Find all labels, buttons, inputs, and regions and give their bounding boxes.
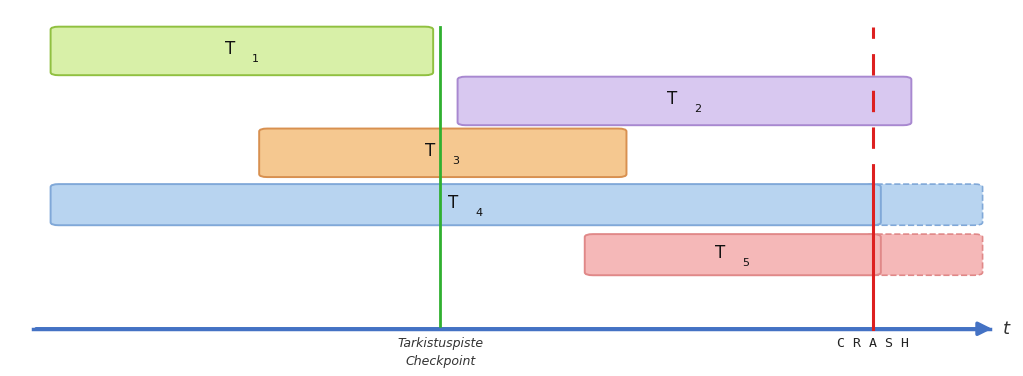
- Text: 4: 4: [476, 208, 483, 218]
- Text: 1: 1: [252, 54, 259, 64]
- FancyBboxPatch shape: [864, 234, 982, 275]
- Text: C R A S H: C R A S H: [837, 337, 908, 350]
- Text: T: T: [715, 244, 725, 262]
- Text: T: T: [667, 91, 677, 108]
- Text: 5: 5: [743, 258, 750, 268]
- Text: Tarkistuspiste: Tarkistuspiste: [397, 337, 483, 350]
- FancyBboxPatch shape: [50, 27, 433, 75]
- Text: T: T: [426, 143, 436, 160]
- FancyBboxPatch shape: [259, 129, 626, 177]
- Text: T: T: [224, 41, 235, 58]
- Text: T: T: [448, 194, 458, 212]
- FancyBboxPatch shape: [50, 184, 881, 225]
- FancyBboxPatch shape: [864, 184, 982, 225]
- Text: 2: 2: [695, 104, 701, 114]
- Text: t: t: [1003, 320, 1010, 338]
- FancyBboxPatch shape: [585, 234, 881, 275]
- Text: 3: 3: [452, 156, 459, 166]
- Text: Checkpoint: Checkpoint: [405, 355, 476, 368]
- FancyBboxPatch shape: [457, 77, 911, 125]
